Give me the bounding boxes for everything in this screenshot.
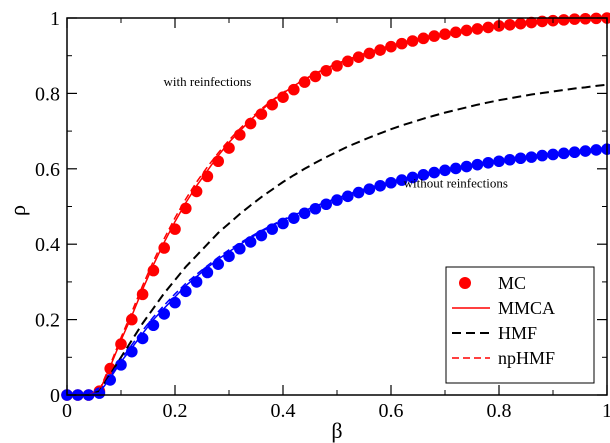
series-line-mmca-with-reinfections	[67, 17, 608, 396]
legend-box	[445, 266, 595, 384]
y-tick-label: 1	[50, 8, 60, 30]
annotation-without-reinfections: without reinfections	[404, 176, 508, 191]
legend-label: npHMF	[498, 348, 555, 368]
x-tick-label: 0.4	[271, 400, 296, 422]
x-tick-label: 0	[62, 400, 72, 422]
data-point	[374, 179, 387, 192]
x-tick-label: 0.6	[379, 400, 404, 422]
data-point	[212, 155, 224, 168]
data-point	[298, 207, 311, 220]
data-point	[266, 98, 279, 111]
data-point	[558, 14, 570, 26]
annotation-with-reinfections: with reinfections	[164, 74, 252, 89]
legend-item-hmf: HMF	[452, 323, 537, 343]
data-point	[115, 359, 127, 371]
annotations: with reinfections without reinfections	[164, 74, 508, 191]
y-axis-label: ρ	[5, 205, 30, 216]
legend-item-mmca: MMCA	[452, 298, 555, 318]
series-line-nphmf-with-reinfections	[67, 17, 608, 396]
series-line-nphmf-without-reinfections	[67, 148, 608, 396]
data-point	[277, 217, 289, 230]
data-point	[201, 170, 214, 183]
data-point	[169, 296, 181, 309]
data-point	[234, 129, 246, 141]
y-tick-label: 0.6	[35, 159, 60, 181]
x-axis-label: β	[331, 418, 342, 443]
legend: MC MMCA HMF npHMF	[445, 266, 595, 384]
legend-marker	[459, 277, 471, 289]
legend-label: HMF	[498, 323, 537, 343]
plot-content	[61, 12, 610, 401]
data-point	[309, 202, 322, 215]
data-point	[309, 70, 322, 83]
data-point	[396, 174, 408, 186]
legend-item-mc: MC	[459, 273, 526, 293]
data-point	[298, 76, 311, 88]
legend-label: MC	[498, 273, 526, 293]
x-tick-label: 0.8	[487, 400, 512, 422]
data-point	[190, 185, 203, 198]
x-tick-label: 1	[602, 400, 610, 422]
legend-item-nphmf: npHMF	[452, 348, 555, 368]
y-tick-label: 0	[50, 385, 60, 407]
axis-ticks: 0 0.2 0.4 0.6 0.8 1 0 0.2 0.4 0.6 0.8 1	[35, 8, 610, 422]
y-tick-label: 0.2	[35, 310, 60, 332]
y-tick-label: 0.8	[35, 83, 60, 105]
data-point	[266, 223, 279, 235]
series-line-hmf-hmf	[67, 83, 608, 396]
data-point	[385, 40, 397, 53]
legend-label: MMCA	[498, 298, 555, 318]
x-tick-label: 0.2	[163, 400, 188, 422]
data-point	[126, 345, 138, 358]
data-point	[385, 176, 397, 189]
data-point	[406, 171, 419, 184]
y-tick-label: 0.4	[35, 234, 60, 256]
